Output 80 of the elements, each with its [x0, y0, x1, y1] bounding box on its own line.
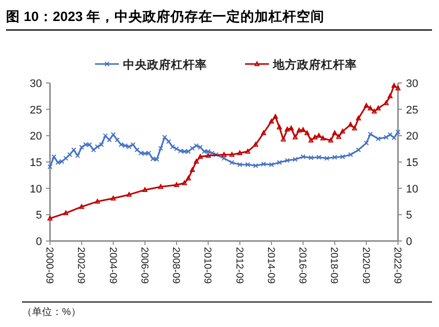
x-tick-label: 2016-09: [296, 247, 308, 284]
point: [261, 130, 266, 136]
point: [300, 127, 306, 132]
point: [158, 184, 164, 189]
legend-label: 中央政府杠杆率: [123, 58, 207, 72]
point: [352, 126, 357, 130]
point: [280, 136, 286, 142]
point: [320, 136, 326, 140]
point: [142, 187, 148, 192]
y-tick-label: 5: [36, 210, 42, 222]
y-tick-label: 20: [30, 130, 42, 143]
point: [110, 196, 116, 200]
point: [268, 118, 274, 124]
x-tick-label: 2006-09: [138, 247, 150, 284]
x-tick-label: 2004-09: [106, 247, 118, 284]
x-tick-label: 2000-09: [44, 247, 54, 284]
point: [348, 122, 354, 127]
point: [392, 82, 397, 88]
y2-tick-label: 0: [406, 236, 412, 248]
point: [328, 138, 334, 143]
point: [222, 152, 226, 157]
point: [186, 176, 191, 180]
point: [356, 116, 361, 120]
point: [368, 106, 373, 110]
x-tick-label: 2022-09: [392, 247, 402, 284]
point: [126, 192, 132, 197]
point: [340, 128, 346, 134]
x-tick-label: 2014-09: [264, 247, 276, 284]
x-tick-label: 2012-09: [233, 247, 244, 284]
point: [79, 204, 84, 209]
point: [388, 93, 393, 98]
point: [253, 142, 258, 147]
y2-tick-label: 5: [406, 210, 412, 222]
y-tick-label: 10: [30, 183, 42, 196]
y2-tick-label: 25: [406, 104, 418, 116]
y2-tick-label: 20: [406, 130, 418, 143]
point: [206, 152, 211, 158]
point: [284, 126, 290, 132]
y2-tick-label: 15: [406, 157, 418, 169]
chart-title: 图 10：2023 年，中央政府仍存在一定的加杠杆空间: [6, 8, 325, 24]
point: [292, 134, 298, 140]
point: [304, 130, 310, 136]
point: [174, 182, 180, 188]
x-tick-label: 2018-09: [328, 247, 340, 284]
point: [182, 180, 187, 186]
point: [237, 150, 242, 156]
point: [276, 124, 282, 130]
point: [336, 134, 342, 139]
y-tick-label: 30: [30, 78, 42, 90]
point: [63, 210, 68, 216]
point: [94, 198, 100, 204]
line-series: [48, 82, 400, 220]
x-tick-label: 2010-09: [202, 247, 213, 284]
point: [364, 102, 369, 108]
point: [396, 86, 400, 90]
x-tick-label: 2020-09: [360, 247, 371, 284]
point: [372, 108, 377, 114]
x-tick-label: 2008-09: [170, 247, 182, 284]
point: [288, 126, 294, 130]
point: [384, 100, 389, 106]
y-tick-label: 25: [30, 104, 42, 116]
point: [312, 134, 318, 140]
point: [194, 158, 199, 164]
point: [245, 148, 250, 154]
point: [308, 138, 314, 143]
point: [296, 128, 302, 132]
y2-tick-label: 10: [406, 183, 418, 196]
y-tick-label: 15: [30, 157, 42, 169]
x-tick-label: 2002-09: [75, 247, 86, 284]
text: （单位：%）: [22, 306, 81, 318]
y2-tick-label: 30: [406, 78, 418, 90]
point: [190, 167, 195, 172]
point: [332, 130, 338, 136]
point: [229, 152, 234, 157]
y-tick-label: 0: [36, 236, 42, 248]
legend-label: 地方政府杠杆率: [272, 58, 357, 72]
point: [198, 154, 203, 159]
point: [376, 106, 381, 110]
point: [316, 132, 322, 138]
point: [48, 216, 52, 220]
